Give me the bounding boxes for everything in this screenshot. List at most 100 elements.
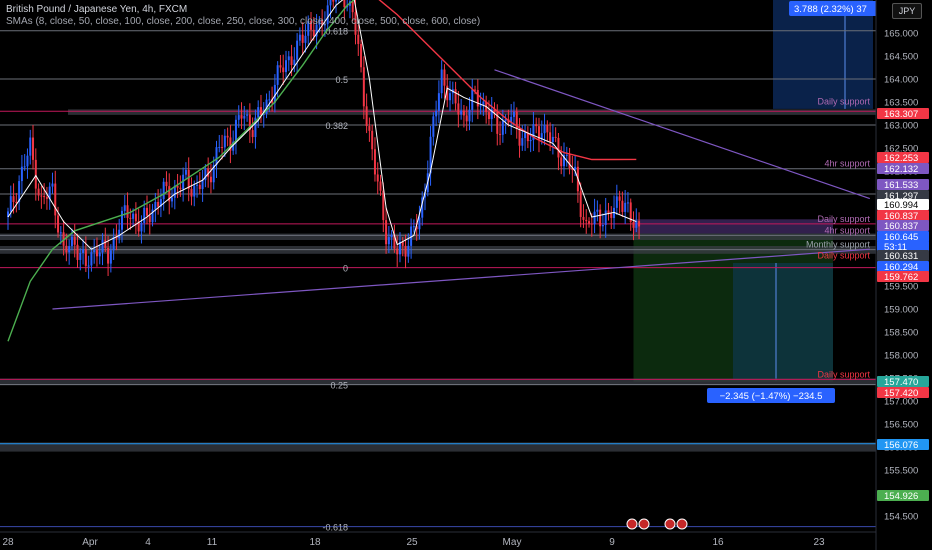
candle[interactable] [9,196,12,212]
candle[interactable] [390,234,393,238]
candle[interactable] [326,5,329,25]
candle[interactable] [168,186,171,202]
candle[interactable] [201,180,204,190]
candle[interactable] [471,89,474,110]
candle[interactable] [407,245,410,257]
candle[interactable] [190,188,193,197]
candle[interactable] [73,236,76,245]
candle[interactable] [351,1,354,13]
price-tag[interactable]: 160.994 [877,199,929,211]
candle[interactable] [268,99,271,101]
price-tag[interactable]: 163.307 [877,108,929,120]
candle[interactable] [596,209,599,212]
candle[interactable] [521,138,524,146]
candle[interactable] [151,209,154,223]
candle[interactable] [518,129,521,146]
candle[interactable] [568,154,571,169]
candle[interactable] [601,224,604,227]
candle[interactable] [315,24,318,37]
candle[interactable] [82,249,85,253]
stop-zone[interactable] [633,219,834,234]
candle[interactable] [546,124,549,133]
candle[interactable] [610,213,613,218]
support-band[interactable] [0,442,876,452]
price-tag[interactable]: 161.533 [877,179,929,191]
candle[interactable] [40,195,43,197]
candle[interactable] [251,130,254,138]
candle[interactable] [32,137,35,160]
candle[interactable] [462,110,465,116]
candle[interactable] [176,185,179,188]
candle[interactable] [396,248,399,255]
candle[interactable] [90,252,93,266]
candle[interactable] [482,101,485,106]
candle[interactable] [132,213,135,219]
candle[interactable] [287,56,290,61]
candle[interactable] [512,111,515,117]
candle[interactable] [496,112,499,134]
candle[interactable] [218,147,221,149]
price-tag[interactable]: 160.631 [877,250,929,262]
candle[interactable] [593,211,596,225]
event-flag-icon[interactable] [638,518,650,530]
candle[interactable] [604,210,607,225]
candle[interactable] [265,99,268,114]
candle[interactable] [76,244,79,260]
candle[interactable] [159,199,162,207]
candle[interactable] [468,109,471,122]
candle[interactable] [285,60,287,73]
candle[interactable] [171,197,174,202]
candle[interactable] [237,115,240,120]
candle[interactable] [276,65,279,85]
candle[interactable] [571,168,574,170]
candle[interactable] [301,34,304,43]
candle[interactable] [20,166,23,182]
candle[interactable] [221,147,224,149]
price-tag[interactable]: 157.420 [877,387,929,399]
candle[interactable] [293,59,296,66]
candle[interactable] [404,245,407,257]
candle[interactable] [532,124,535,140]
candle[interactable] [279,65,282,68]
candle[interactable] [304,35,307,43]
candle[interactable] [37,188,40,196]
candle[interactable] [23,166,26,168]
candle[interactable] [162,181,165,200]
price-tag[interactable]: 157.470 [877,376,929,388]
candle[interactable] [365,106,368,127]
price-tag[interactable]: 154.926 [877,490,929,502]
candle[interactable] [68,246,71,253]
candle[interactable] [179,187,182,189]
candle[interactable] [493,109,496,113]
candle[interactable] [435,110,438,117]
measure-zone-top[interactable] [773,0,873,109]
candle[interactable] [632,221,635,228]
candle[interactable] [243,115,246,119]
candle[interactable] [232,141,235,151]
candle[interactable] [382,190,385,221]
candle[interactable] [204,168,207,181]
candle[interactable] [146,207,148,216]
candle[interactable] [318,19,321,25]
candle[interactable] [104,239,107,248]
candle[interactable] [140,222,143,232]
price-tag[interactable]: 160.837 [877,210,929,222]
event-flag-icon[interactable] [676,518,688,530]
candle[interactable] [329,0,332,6]
candle[interactable] [437,93,440,111]
candle[interactable] [501,121,504,135]
candle[interactable] [18,181,21,203]
price-tag[interactable]: 159.762 [877,271,929,283]
candle[interactable] [115,237,118,239]
support-band[interactable] [0,378,876,386]
candle[interactable] [615,196,618,208]
candle[interactable] [282,67,285,73]
candle[interactable] [101,239,104,253]
candle[interactable] [259,107,262,115]
candle[interactable] [421,197,424,218]
candle[interactable] [588,221,591,224]
candle[interactable] [449,93,452,101]
candle[interactable] [226,135,229,138]
sma-fast-line[interactable] [7,0,637,250]
